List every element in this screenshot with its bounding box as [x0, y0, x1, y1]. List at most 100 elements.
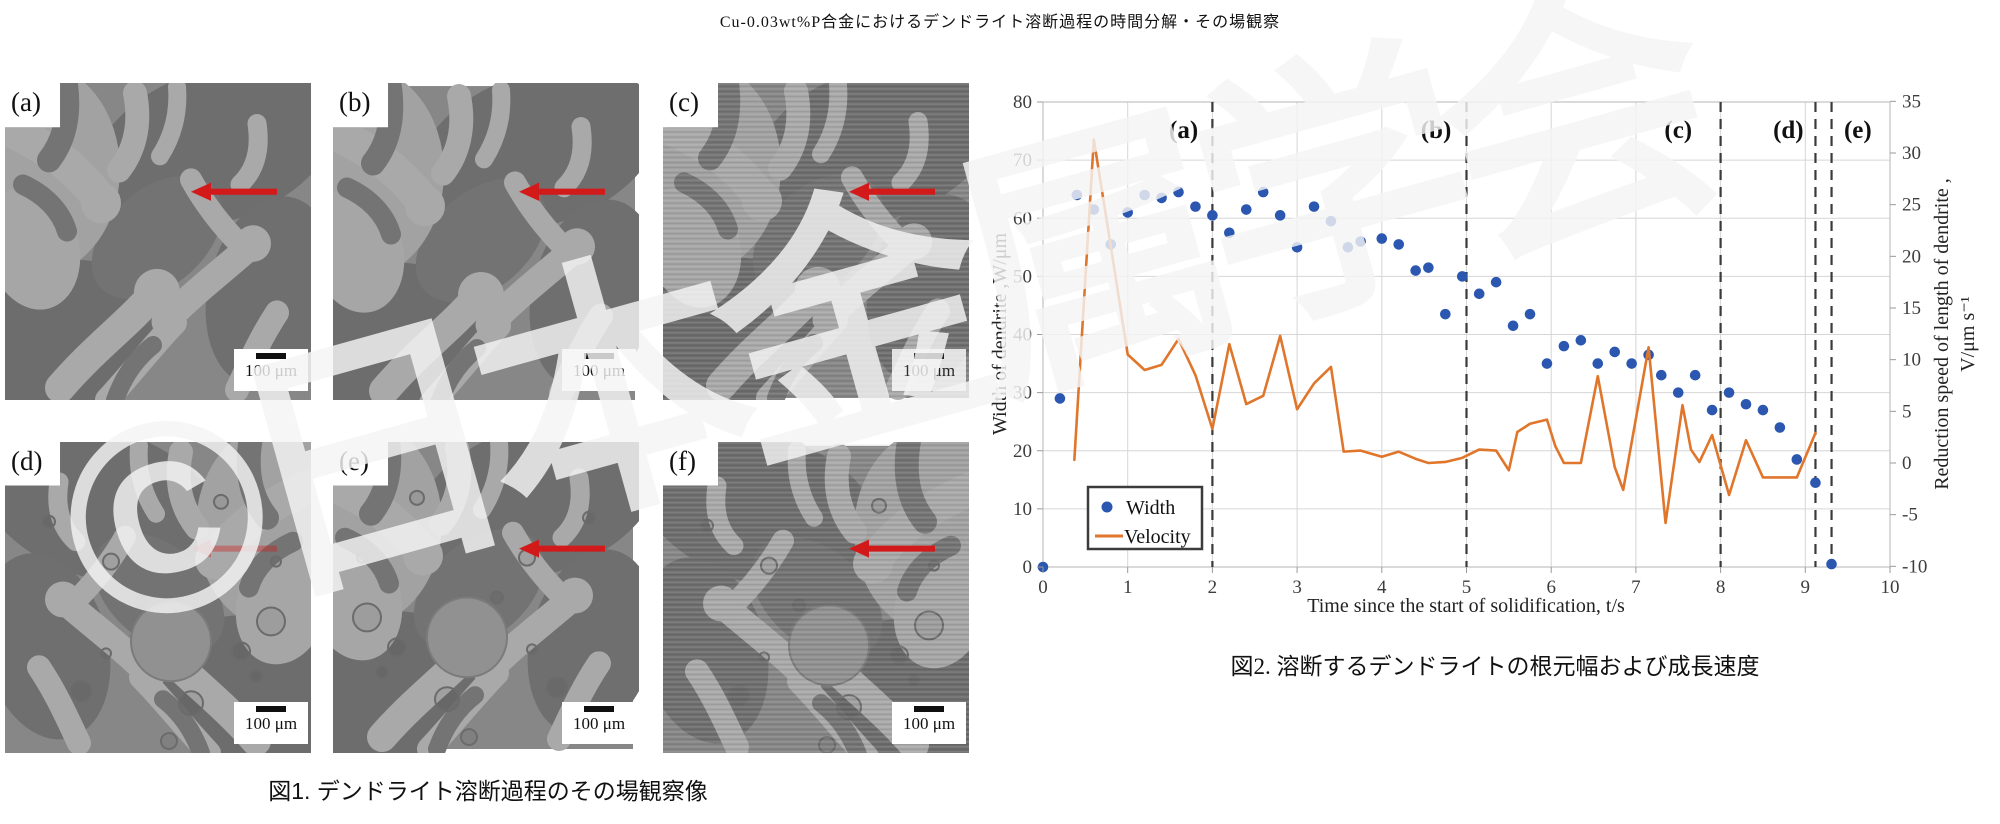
- width-point: [1456, 271, 1468, 282]
- y-axis-right-title-line1: Reduction speed of length of dendrite ,: [1931, 178, 1953, 490]
- panel-label-d: (d): [11, 446, 43, 476]
- width-point: [1054, 393, 1066, 404]
- y-left-tick-label: 50: [1013, 266, 1032, 287]
- scale-bar-d: 100 μm: [234, 702, 308, 744]
- micrograph-image-e: [333, 442, 639, 753]
- scale-bar-e: 100 μm: [562, 702, 636, 744]
- panel-label-b: (b): [339, 87, 371, 117]
- chart-ticks: 0 1 2 3 4 5 6 7 8 9 10 0 10 20 30 40 50 60 70 80 -10 -5 0 5 10 15…: [1013, 91, 1927, 598]
- y-left-tick-label: 70: [1013, 150, 1032, 171]
- micrograph-image-a: [5, 83, 311, 400]
- panel-label-c: (c): [669, 87, 699, 117]
- scale-bar-line: [914, 353, 944, 359]
- y-right-tick-label: 20: [1902, 246, 1921, 267]
- red-arrow-icon: [849, 539, 935, 558]
- scale-bar-label: 100 μm: [244, 714, 298, 733]
- figure1-caption: 図1. デンドライト溶断過程のその場観察像: [268, 778, 708, 804]
- x-tick-label: 3: [1292, 577, 1302, 598]
- chart-legend: Width Velocity: [1086, 485, 1204, 551]
- width-point: [1592, 358, 1604, 369]
- legend-velocity-label: Velocity: [1124, 526, 1191, 548]
- width-point: [1274, 210, 1286, 221]
- scale-bar-b: 100 μm: [562, 349, 636, 391]
- scale-bar-label: 100 μm: [244, 361, 298, 380]
- width-point: [1826, 558, 1837, 570]
- y-left-tick-label: 20: [1013, 441, 1032, 462]
- phase-label: (c): [1664, 117, 1692, 144]
- width-point: [1609, 346, 1621, 358]
- width-point: [1791, 454, 1803, 465]
- red-arrow-icon: [191, 539, 277, 558]
- y-axis-left-title: Width of dendrite ,W/μm: [990, 233, 1011, 436]
- panel-label-e: (e): [339, 446, 369, 476]
- micrograph-image-b: [333, 83, 639, 400]
- scale-bar-f: 100 μm: [892, 702, 966, 744]
- phase-label: (d): [1773, 117, 1804, 144]
- y-left-tick-label: 60: [1013, 208, 1032, 229]
- x-tick-label: 5: [1462, 577, 1472, 598]
- micrograph-panel-a: (a) 100 μm: [5, 83, 311, 400]
- width-point: [1240, 204, 1252, 215]
- scale-bar-label: 100 μm: [572, 714, 626, 733]
- width-point: [1291, 242, 1303, 253]
- x-tick-label: 8: [1716, 577, 1726, 598]
- y-left-tick-label: 0: [1023, 557, 1033, 578]
- width-point: [1207, 210, 1218, 221]
- width-point: [1757, 404, 1769, 416]
- width-point: [1473, 288, 1485, 300]
- velocity-line: [1073, 138, 1817, 525]
- width-point: [1173, 186, 1184, 198]
- width-point: [1575, 335, 1587, 346]
- y-right-tick-label: -10: [1902, 556, 1927, 577]
- micrograph-panel-f: (f) 100 μm: [663, 442, 969, 753]
- width-point: [1524, 308, 1536, 320]
- width-point: [1810, 477, 1821, 489]
- y-right-tick-label: 15: [1902, 298, 1921, 319]
- micrograph-panel-b: (b) 100 μm: [333, 83, 639, 400]
- phase-label: (e): [1844, 117, 1872, 144]
- width-point: [1088, 204, 1100, 215]
- x-tick-label: 0: [1038, 577, 1048, 598]
- scale-bar-label: 100 μm: [902, 714, 956, 733]
- y-right-tick-label: 30: [1902, 143, 1921, 164]
- x-tick-label: 7: [1631, 577, 1641, 598]
- micrograph-image-c: [663, 83, 969, 400]
- width-point: [1393, 239, 1405, 250]
- red-arrow-icon: [191, 182, 277, 201]
- width-point: [1723, 387, 1735, 398]
- width-point: [1507, 320, 1519, 332]
- width-point: [1541, 358, 1553, 369]
- y-right-tick-label: 5: [1902, 401, 1912, 422]
- width-point: [1325, 215, 1337, 227]
- width-point: [1490, 276, 1502, 288]
- scale-bar-label: 100 μm: [902, 361, 956, 380]
- width-point: [1257, 186, 1269, 198]
- width-point: [1672, 387, 1684, 398]
- phase-label: (b): [1421, 117, 1452, 144]
- width-point: [1410, 265, 1421, 276]
- width-point: [1440, 308, 1451, 320]
- micrograph-image-d: [5, 442, 311, 753]
- width-point: [1156, 192, 1167, 204]
- dendrite-chart: (a) (b) (c) (d) (e) 0 1 2 3 4 5 6 7 8 9 10010203040506…: [990, 91, 1979, 679]
- width-point: [1376, 233, 1388, 244]
- width-point: [1656, 369, 1667, 381]
- width-point: [1689, 369, 1701, 381]
- phase-lines: (a) (b) (c) (d) (e): [1169, 102, 1872, 567]
- width-point: [1355, 236, 1366, 247]
- width-point: [1706, 404, 1718, 416]
- x-axis-title: Time since the start of solidification, …: [1307, 595, 1625, 617]
- y-right-tick-label: 25: [1902, 195, 1921, 216]
- micrograph-panel-d: (d) 100 μm: [5, 442, 311, 753]
- y-left-tick-label: 30: [1013, 383, 1032, 404]
- y-right-tick-label: 0: [1902, 453, 1912, 474]
- figure2-caption: 図2. 溶断するデンドライトの根元幅および成長速度: [1231, 654, 1760, 679]
- panel-label-f: (f): [669, 446, 696, 476]
- page-title: Cu-0.03wt%P合金におけるデンドライト溶断過程の時間分解・その場観察: [719, 14, 1281, 31]
- y-right-tick-label: -5: [1902, 505, 1918, 526]
- scale-bar-a: 100 μm: [234, 349, 308, 391]
- panel-label-a: (a): [11, 87, 41, 117]
- width-point: [1224, 227, 1235, 239]
- scale-bar-c: 100 μm: [892, 349, 966, 391]
- width-point: [1122, 207, 1133, 218]
